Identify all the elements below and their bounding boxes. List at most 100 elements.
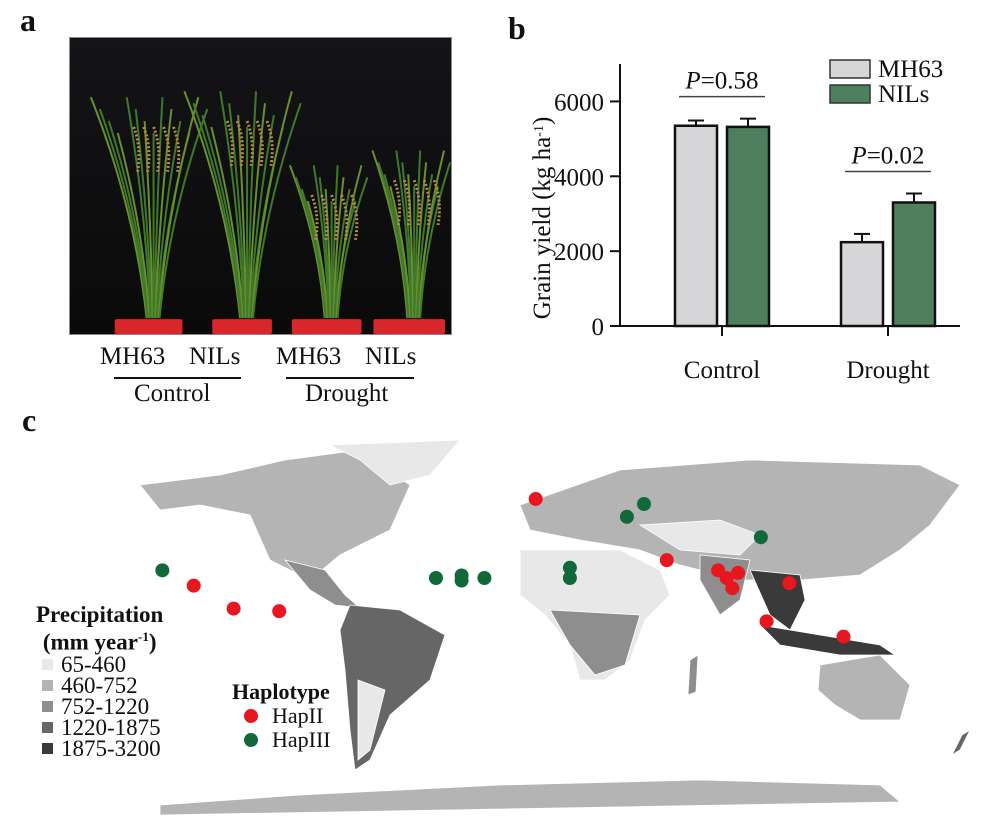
rice-leaf bbox=[107, 120, 150, 319]
rice-panicle bbox=[432, 179, 441, 226]
rice-leaf bbox=[252, 102, 302, 319]
hapIII-dot-icon bbox=[244, 733, 258, 747]
rice-panicle bbox=[340, 194, 349, 241]
landmass-indonesia bbox=[758, 624, 897, 656]
rice-leaf bbox=[294, 176, 327, 319]
haplotype-point-HapIII bbox=[477, 571, 492, 585]
legend-label-NILs: NILs bbox=[878, 81, 929, 108]
rice-leaf bbox=[300, 188, 328, 319]
panel-b-letter: b bbox=[508, 10, 526, 46]
landmass-india bbox=[699, 554, 751, 616]
rice-leaf bbox=[248, 103, 266, 319]
haplotype-point-HapII bbox=[836, 629, 851, 644]
rice-leaf bbox=[98, 108, 149, 319]
haplotype-point-HapIII bbox=[619, 509, 634, 524]
panel-c-letter: c bbox=[22, 402, 37, 438]
control-group-rule bbox=[114, 377, 241, 379]
precip-swatch-icon bbox=[42, 721, 53, 733]
landmass-southeast-asia bbox=[749, 569, 806, 631]
rice-leaf bbox=[155, 120, 182, 319]
landmass-australia bbox=[817, 654, 911, 721]
landmass-antarctica bbox=[159, 779, 902, 816]
precip-swatch-icon bbox=[42, 700, 53, 712]
rice-panicle bbox=[132, 126, 141, 172]
rice-leaf bbox=[219, 91, 246, 319]
haplotype-point-HapII bbox=[659, 553, 674, 568]
rice-panicle bbox=[422, 179, 431, 226]
precip-swatch-icon bbox=[42, 742, 53, 754]
red-pot bbox=[291, 319, 362, 334]
y-axis-label: Grain yield (kg ha-1) bbox=[529, 117, 556, 320]
legend-item-hapII: HapII bbox=[232, 704, 331, 728]
rice-panicle bbox=[330, 194, 339, 241]
rice-leaf bbox=[201, 114, 244, 319]
haplotype-point-HapII bbox=[226, 601, 241, 616]
haplotype-point-HapII bbox=[782, 576, 797, 591]
rice-panicle bbox=[402, 179, 412, 226]
x-tick-label: Control bbox=[684, 357, 760, 384]
precip-legend-item: 1220-1875 bbox=[36, 716, 163, 739]
precip-legend-item: 460-752 bbox=[36, 672, 163, 698]
precip-legend-label: 752-1220 bbox=[61, 693, 150, 719]
rice-panicle bbox=[320, 194, 329, 241]
rice-leaf bbox=[251, 91, 293, 319]
x-tick-label: Drought bbox=[846, 357, 929, 384]
label-drought-group: Drought bbox=[305, 380, 389, 407]
label-mh63-drought: MH63 bbox=[276, 343, 342, 370]
drought-group-rule bbox=[286, 377, 414, 379]
red-pot bbox=[373, 319, 446, 334]
rice-leaf bbox=[318, 177, 331, 319]
haplotype-point-HapIII bbox=[454, 573, 469, 588]
rice-leaf bbox=[210, 126, 245, 319]
legend-swatch-MH63 bbox=[829, 59, 871, 79]
haplotype-point-HapII bbox=[731, 565, 746, 580]
legend-item-hapIII: HapIII bbox=[232, 728, 331, 752]
haplotype-point-HapII bbox=[725, 581, 740, 596]
precip-legend-item: 65-460 bbox=[36, 653, 163, 676]
rice-leaf bbox=[407, 174, 415, 319]
rice-leaf bbox=[125, 97, 152, 319]
grain-yield-chart: 0 2000 4000 6000 Control Drought P=0.58 P=0.02… bbox=[520, 50, 1000, 390]
rice-panicle bbox=[142, 126, 151, 172]
haplotype-point-HapIII bbox=[637, 497, 651, 512]
rice-leaf bbox=[228, 103, 247, 319]
legend-label-hapIII: HapIII bbox=[272, 727, 331, 752]
precip-legend-label: 1875-3200 bbox=[61, 735, 161, 761]
rice-panicle bbox=[255, 120, 264, 167]
rice-panicle bbox=[412, 179, 421, 226]
haplotype-point-HapII bbox=[272, 604, 287, 619]
red-pot bbox=[212, 319, 272, 334]
bar-MH63-Drought bbox=[839, 240, 885, 328]
rice-leaf bbox=[192, 102, 243, 319]
rice-leaf bbox=[383, 174, 411, 319]
rice-panicle bbox=[350, 194, 359, 241]
y-tick-label: 2000 bbox=[554, 239, 604, 266]
precip-legend-item: 752-1220 bbox=[36, 693, 163, 719]
rice-panicle bbox=[152, 126, 161, 172]
precipitation-legend: Precipitation (mm year-1) 65-460 460-752 7… bbox=[36, 602, 164, 761]
label-control-group: Control bbox=[134, 380, 211, 407]
world-precipitation-map bbox=[100, 430, 1000, 830]
photo-illustration bbox=[70, 38, 451, 334]
rice-leaf bbox=[331, 165, 339, 319]
rice-leaf bbox=[249, 114, 275, 319]
haplotype-legend: Haplotype HapII HapIII bbox=[232, 680, 331, 752]
landmass-africa-central bbox=[549, 609, 641, 676]
y-tick-label: 6000 bbox=[554, 89, 604, 116]
rice-leaf bbox=[419, 162, 451, 319]
precip-legend-label: 460-752 bbox=[61, 672, 138, 698]
haplotype-point-HapIII bbox=[562, 560, 577, 575]
rice-panicle bbox=[245, 120, 254, 167]
rice-leaf bbox=[324, 189, 332, 319]
haplotype-legend-title: Haplotype bbox=[232, 679, 330, 704]
grain-yield-svg: 0 2000 4000 6000 Control Drought P=0.58 P=0.02… bbox=[529, 56, 960, 384]
rice-panicle bbox=[172, 126, 181, 172]
rice-leaf bbox=[143, 120, 154, 319]
precip-title-line1: Precipitation bbox=[36, 602, 164, 627]
label-nils-drought: NILs bbox=[365, 343, 417, 370]
panel-a-letter: a bbox=[20, 2, 36, 38]
landmass-south-america bbox=[339, 604, 446, 771]
label-mh63-control: MH63 bbox=[100, 343, 166, 370]
rice-panicle bbox=[235, 120, 244, 167]
rice-leaf bbox=[288, 164, 326, 319]
